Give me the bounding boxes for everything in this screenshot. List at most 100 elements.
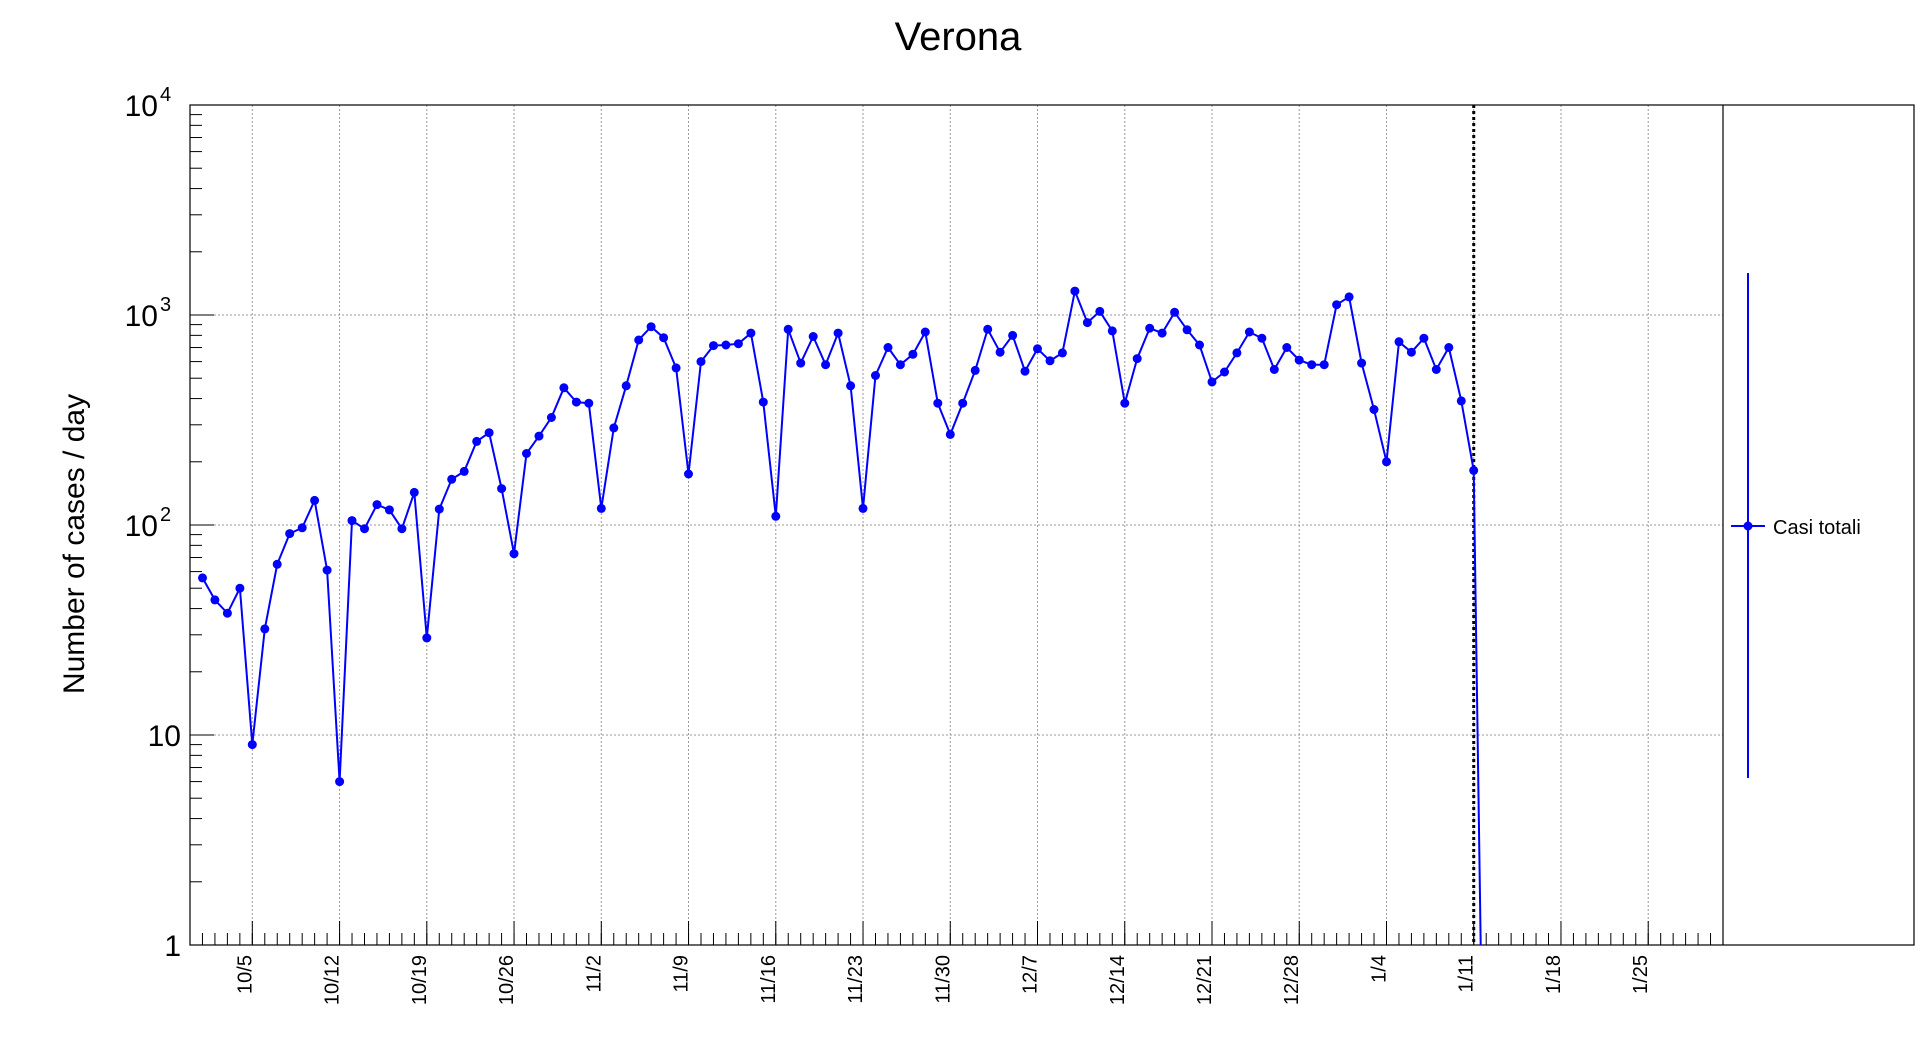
data-point — [534, 431, 544, 441]
data-point — [584, 398, 594, 408]
data-point — [522, 449, 531, 458]
y-tick-label: 1 — [164, 930, 181, 963]
data-point — [908, 349, 918, 359]
x-tick-label: 10/26 — [496, 955, 518, 1005]
data-point — [821, 360, 831, 370]
data-point — [559, 383, 569, 393]
data-point — [397, 524, 407, 534]
data-point — [198, 573, 207, 583]
data-point — [571, 397, 581, 407]
x-tick-label: 11/9 — [671, 955, 693, 992]
data-point — [1033, 344, 1042, 354]
data-point — [995, 347, 1005, 357]
series-casi-totali — [198, 286, 1482, 946]
data-point — [1419, 333, 1429, 343]
data-point — [609, 423, 619, 433]
data-point — [272, 559, 282, 569]
data-point — [945, 429, 955, 439]
data-point — [447, 474, 457, 484]
y-tick-label: 10 — [125, 300, 158, 333]
data-point — [1469, 465, 1479, 475]
data-point — [895, 360, 905, 370]
y-tick-label: 10 — [125, 510, 158, 543]
data-point — [1369, 405, 1379, 414]
data-point — [783, 324, 793, 334]
x-tick-label: 1/11 — [1456, 955, 1478, 992]
x-tick-label: 12/21 — [1194, 955, 1216, 1005]
x-tick-label: 11/2 — [583, 955, 605, 992]
data-point — [422, 633, 432, 643]
data-point — [1357, 358, 1367, 368]
data-point — [1195, 340, 1204, 350]
data-point — [497, 484, 507, 494]
data-point — [970, 365, 980, 375]
data-point — [1282, 343, 1292, 352]
y-axis-title: Number of cases / day — [58, 394, 91, 694]
data-point — [920, 327, 930, 337]
grid — [190, 105, 1723, 945]
data-point — [1145, 323, 1155, 333]
data-point — [247, 740, 257, 750]
data-point — [1294, 355, 1304, 365]
data-point — [1132, 354, 1142, 364]
data-point — [1070, 286, 1080, 296]
chart-title: Verona — [895, 15, 1023, 59]
data-point — [733, 339, 743, 349]
data-point — [260, 624, 270, 634]
y-tick-exponent: 4 — [160, 84, 171, 106]
data-point — [833, 328, 843, 338]
data-point — [621, 381, 631, 391]
y-tick-label: 10 — [148, 720, 181, 753]
data-point — [1431, 365, 1441, 374]
data-point — [1207, 377, 1217, 387]
data-point — [1444, 343, 1454, 352]
x-tick-label: 10/5 — [234, 955, 256, 994]
data-point — [1332, 300, 1342, 310]
data-point — [596, 503, 606, 513]
data-point — [1157, 328, 1167, 338]
data-point — [1394, 337, 1404, 347]
data-point — [509, 549, 519, 559]
y-tick-exponent: 2 — [160, 504, 171, 526]
data-point — [1406, 347, 1416, 357]
data-point — [384, 505, 394, 515]
data-point — [297, 523, 307, 533]
legend-marker — [1743, 521, 1753, 531]
data-point — [709, 341, 718, 351]
data-point — [958, 398, 968, 408]
data-point — [1107, 326, 1117, 336]
data-point — [459, 466, 469, 476]
data-point — [721, 340, 731, 350]
data-point — [646, 322, 656, 332]
data-point — [758, 397, 768, 407]
data-point — [659, 333, 669, 343]
data-point — [1057, 348, 1067, 358]
data-point — [1008, 330, 1018, 340]
data-point — [310, 495, 320, 505]
data-point — [1120, 398, 1130, 408]
series-line — [201, 287, 1482, 946]
x-tick-label: 10/12 — [322, 955, 344, 1005]
data-point — [696, 357, 706, 367]
data-point — [285, 529, 295, 539]
data-point — [335, 777, 345, 787]
x-tick-label: 10/19 — [409, 955, 431, 1005]
data-point — [434, 504, 444, 514]
data-point — [347, 516, 357, 526]
x-tick-label: 12/7 — [1020, 955, 1042, 994]
data-point — [933, 398, 943, 408]
data-point — [1020, 366, 1030, 376]
data-point — [634, 335, 644, 345]
data-point — [360, 524, 369, 534]
x-tick-label: 1/4 — [1368, 955, 1390, 983]
data-point — [858, 503, 868, 513]
data-point — [1257, 333, 1267, 343]
data-point — [210, 595, 220, 605]
data-point — [808, 332, 818, 341]
data-point — [372, 500, 382, 510]
x-tick-label: 12/28 — [1281, 955, 1303, 1005]
legend: Casi totali — [1731, 273, 1861, 778]
data-point — [671, 363, 681, 373]
